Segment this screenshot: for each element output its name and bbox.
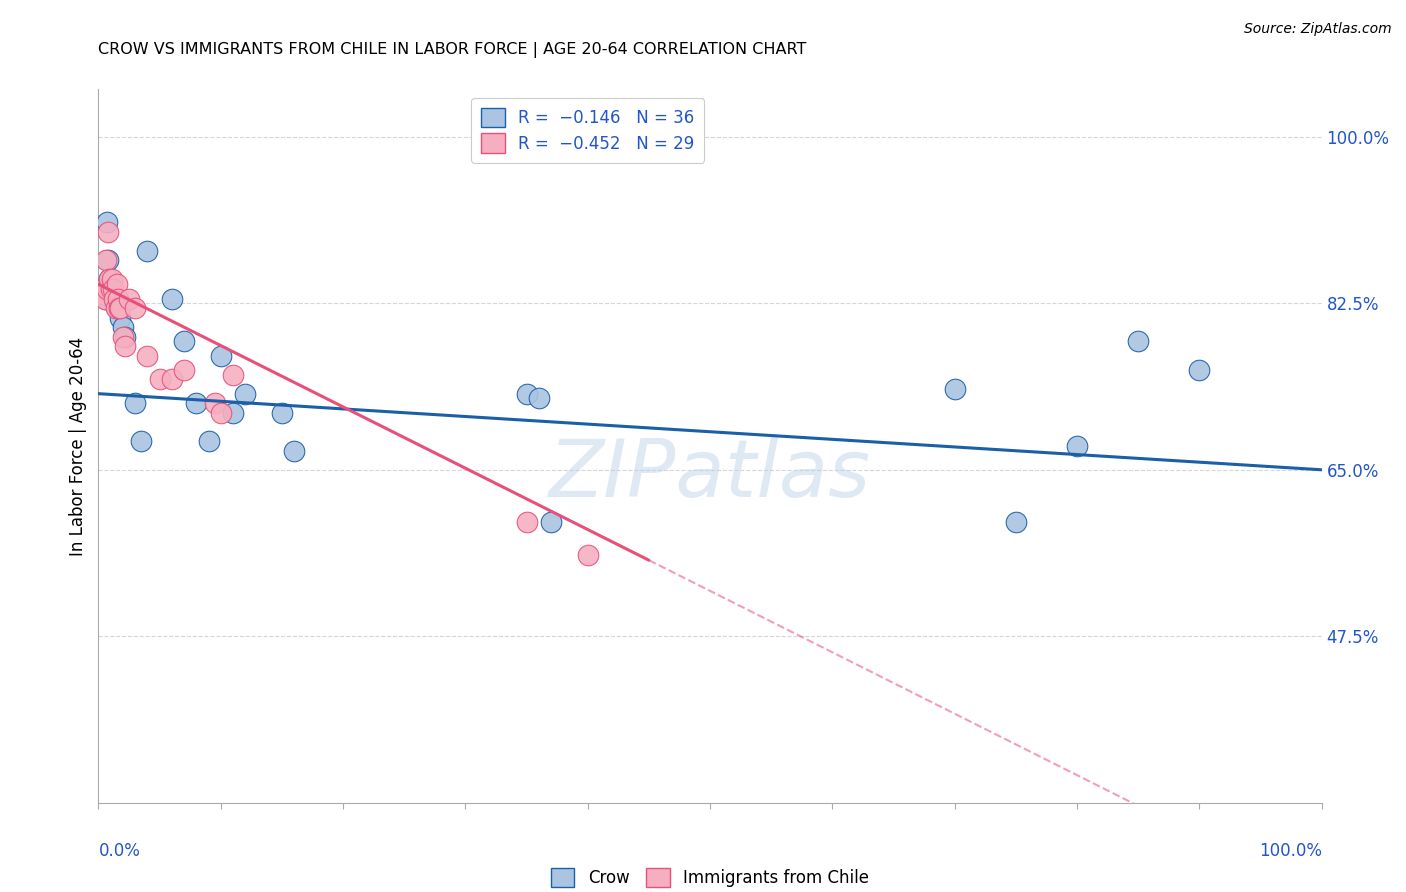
- Point: [186, 396, 208, 410]
- Point: [91, 282, 114, 296]
- Y-axis label: In Labor Force | Age 20-64: In Labor Force | Age 20-64: [69, 336, 87, 556]
- Point: [101, 272, 124, 286]
- Point: [1004, 515, 1026, 529]
- Point: [222, 368, 245, 382]
- Point: [124, 301, 146, 315]
- Point: [576, 549, 599, 563]
- Point: [91, 286, 114, 301]
- Point: [94, 292, 117, 306]
- Point: [270, 406, 294, 420]
- Point: [283, 443, 305, 458]
- Point: [1188, 363, 1211, 377]
- Point: [96, 282, 118, 296]
- Point: [111, 320, 134, 334]
- Text: ZIPatlas: ZIPatlas: [548, 435, 872, 514]
- Point: [124, 396, 146, 410]
- Point: [233, 386, 256, 401]
- Point: [100, 282, 122, 296]
- Point: [103, 292, 125, 306]
- Point: [204, 396, 226, 410]
- Point: [149, 372, 172, 386]
- Point: [1128, 334, 1150, 349]
- Point: [107, 292, 129, 306]
- Point: [173, 363, 195, 377]
- Point: [101, 292, 124, 306]
- Point: [160, 372, 183, 386]
- Legend: Crow, Immigrants from Chile: Crow, Immigrants from Chile: [544, 861, 876, 892]
- Point: [110, 301, 132, 315]
- Point: [104, 301, 127, 315]
- Point: [96, 215, 118, 229]
- Point: [222, 406, 245, 420]
- Point: [105, 277, 128, 292]
- Point: [97, 225, 120, 239]
- Point: [110, 310, 132, 325]
- Point: [97, 253, 120, 268]
- Point: [943, 382, 966, 396]
- Point: [129, 434, 152, 449]
- Point: [114, 329, 136, 343]
- Point: [91, 286, 114, 301]
- Text: CROW VS IMMIGRANTS FROM CHILE IN LABOR FORCE | AGE 20-64 CORRELATION CHART: CROW VS IMMIGRANTS FROM CHILE IN LABOR F…: [98, 42, 807, 58]
- Point: [1066, 439, 1088, 453]
- Point: [101, 292, 124, 306]
- Point: [105, 301, 128, 315]
- Point: [94, 253, 117, 268]
- Point: [136, 349, 159, 363]
- Point: [173, 334, 195, 349]
- Text: 100.0%: 100.0%: [1258, 842, 1322, 860]
- Point: [93, 292, 115, 306]
- Point: [114, 339, 136, 353]
- Point: [108, 301, 131, 315]
- Point: [103, 292, 125, 306]
- Point: [107, 296, 129, 310]
- Point: [104, 292, 127, 306]
- Text: 0.0%: 0.0%: [98, 842, 141, 860]
- Point: [100, 282, 122, 296]
- Point: [98, 272, 121, 286]
- Point: [209, 349, 232, 363]
- Point: [108, 301, 131, 315]
- Point: [118, 292, 141, 306]
- Point: [209, 406, 232, 420]
- Text: Source: ZipAtlas.com: Source: ZipAtlas.com: [1244, 22, 1392, 37]
- Point: [136, 244, 159, 258]
- Point: [527, 392, 550, 406]
- Point: [540, 515, 562, 529]
- Point: [160, 292, 183, 306]
- Point: [101, 282, 124, 296]
- Point: [515, 515, 537, 529]
- Point: [111, 329, 134, 343]
- Point: [197, 434, 219, 449]
- Point: [515, 386, 537, 401]
- Point: [98, 272, 121, 286]
